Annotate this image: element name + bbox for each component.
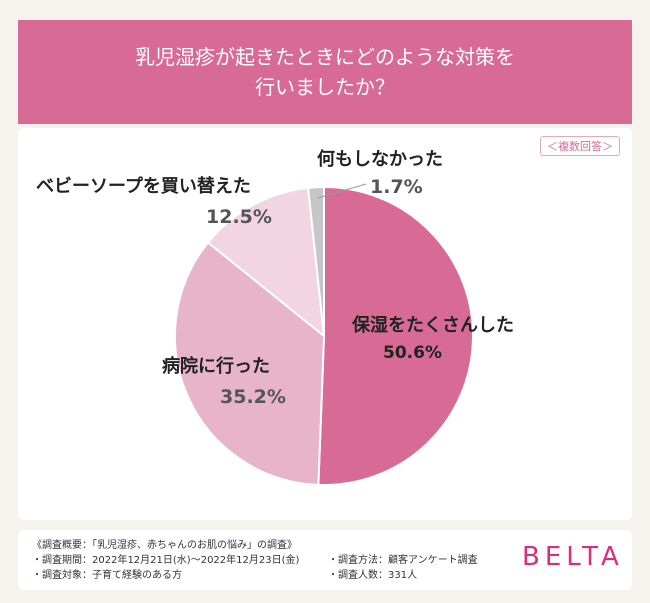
title-banner: 乳児湿疹が起きたときにどのような対策を 行いましたか？ — [18, 20, 632, 124]
slice-value-baby-soap: 12.5% — [206, 206, 272, 228]
slice-value-hospital: 35.2% — [220, 386, 286, 408]
slice-moisturize — [317, 185, 474, 486]
slice-value-moisturize: 50.6% — [383, 343, 442, 363]
survey-target: ・調査対象：子育て経験のある方 — [32, 570, 182, 581]
multiple-answer-badge: ＜複数回答＞ — [540, 136, 620, 156]
slice-label-hospital: 病院に行った — [162, 356, 270, 377]
belta-logo: BELTA — [522, 542, 624, 572]
survey-overview: 《調査概要：「乳児湿疹、赤ちゃんのお肌の悩み」の調査》 — [32, 540, 297, 551]
slice-label-nothing: 何もしなかった — [317, 149, 443, 170]
survey-footer — [18, 530, 632, 590]
survey-count: ・調査人数：331人 — [328, 570, 418, 581]
slice-hospital — [174, 241, 326, 486]
slice-label-moisturize: 保湿をたくさんした — [352, 315, 514, 336]
slice-label-baby-soap: ベビーソープを買い替えた — [36, 176, 251, 197]
leader-line-nothing — [317, 183, 367, 199]
survey-method: ・調査方法：顧客アンケート調査 — [328, 555, 478, 566]
chart-title-line-1: 乳児湿疹が起きたときにどのような対策を — [135, 45, 515, 69]
slice-value-nothing: 1.7% — [370, 176, 423, 198]
chart-title-line-2: 行いましたか？ — [255, 75, 395, 99]
slice-nothing — [307, 185, 325, 337]
slice-baby-soap — [206, 186, 326, 339]
survey-period: ・調査期間：2022年12月21日(水)〜2022年12月23日(金) — [32, 555, 300, 566]
